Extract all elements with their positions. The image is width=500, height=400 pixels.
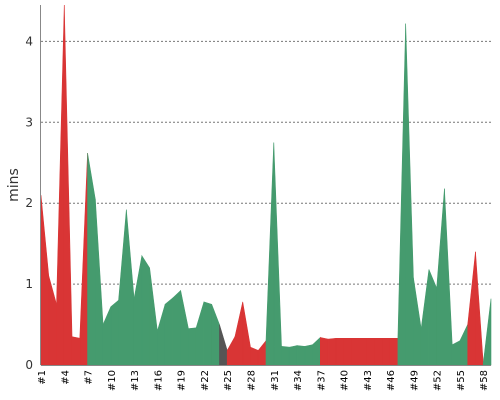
area-segment-bad — [257, 339, 267, 366]
x-tick-label: #58 — [479, 370, 490, 391]
area-segment-good — [281, 346, 290, 366]
area-segment-bad — [226, 335, 236, 366]
x-tick-label: #40 — [340, 370, 351, 391]
area-segment-good — [436, 188, 445, 366]
area-segment-good — [288, 345, 298, 366]
area-segment-bad — [63, 4, 73, 366]
area-segment-bad — [250, 346, 259, 366]
x-tick-label: #31 — [270, 370, 281, 391]
area-segment-bad — [374, 338, 383, 366]
x-tick-label: #13 — [130, 370, 141, 391]
area-segment-good — [188, 327, 197, 366]
x-tick-label: #10 — [107, 370, 118, 391]
x-tick-label: #22 — [200, 370, 211, 391]
area-segment-good — [444, 188, 453, 366]
area-segment-good — [87, 152, 96, 366]
y-tick-label: 3 — [25, 115, 33, 129]
area-segment-bad — [79, 153, 88, 366]
area-segment-good — [413, 277, 422, 366]
x-tick-label: #43 — [363, 370, 374, 391]
area-segment-good — [451, 340, 461, 366]
area-segment-bad — [335, 338, 344, 366]
x-tick-label: #28 — [246, 370, 257, 391]
area-segment-good — [304, 344, 313, 366]
area-segment-good — [195, 301, 205, 366]
area-segment-good — [273, 142, 282, 366]
y-tick-label: 0 — [25, 358, 33, 372]
area-segment-bad — [40, 195, 50, 366]
x-tick-label: #46 — [386, 370, 397, 391]
area-segment-bad — [56, 4, 65, 366]
area-segment-bad — [71, 336, 81, 366]
x-tick-label: #55 — [456, 370, 467, 391]
area-segment-good — [118, 209, 127, 366]
area-segment-bad — [234, 301, 244, 366]
area-segment-bad — [467, 251, 476, 366]
x-tick-label: #49 — [409, 370, 420, 391]
area-segment-good — [482, 298, 492, 366]
area-segment-good — [405, 23, 414, 366]
y-tick-label: 4 — [25, 34, 33, 48]
area-segment-good — [211, 304, 220, 366]
area-segment-good — [157, 304, 166, 366]
area-segment-bad — [48, 275, 57, 366]
y-tick-label: 1 — [25, 277, 33, 291]
x-tick-label: #34 — [293, 370, 304, 391]
area-segment-good — [265, 142, 275, 366]
area-segment-good — [141, 254, 150, 366]
area-segment-good — [428, 269, 437, 366]
area-segment-bad — [351, 338, 360, 366]
area-segment-good — [95, 199, 104, 366]
area-segment-bad — [242, 301, 251, 366]
y-tick-label: 2 — [25, 196, 33, 210]
area-segment-bad — [389, 338, 399, 366]
x-tick-label: #37 — [316, 370, 327, 391]
x-tick-label: #52 — [433, 370, 444, 391]
area-segment-bad — [475, 251, 484, 366]
area-segment-good — [180, 290, 189, 366]
area-segment-bad — [358, 338, 368, 366]
area-segment-bad — [327, 337, 337, 366]
area-segment-good — [312, 336, 321, 366]
area-segment-good — [126, 209, 135, 366]
area-segment-good — [397, 23, 406, 366]
x-tick-label: #4 — [60, 370, 71, 385]
x-tick-label: #7 — [84, 370, 95, 385]
area-segment-bad — [366, 338, 375, 366]
area-segment-good — [110, 299, 119, 366]
x-tick-label: #25 — [223, 370, 234, 391]
x-tick-label: #16 — [153, 370, 164, 391]
area-segment-bad — [382, 338, 391, 366]
y-axis-label: mins — [6, 168, 22, 202]
x-tick-label: #19 — [177, 370, 188, 391]
area-segment-good — [149, 267, 158, 366]
x-tick-label: #1 — [37, 370, 48, 385]
area-segment-good — [203, 301, 212, 366]
area-segment-bad — [343, 338, 352, 366]
area-segment-good — [459, 324, 469, 366]
area-segment-good — [102, 306, 112, 366]
area-segment-good — [164, 297, 174, 366]
area-segment-bad — [320, 337, 329, 366]
area-segment-good — [296, 345, 306, 366]
area-segment-neutral — [219, 324, 228, 366]
area-segment-good — [133, 255, 143, 366]
area-segment-good — [172, 289, 181, 366]
